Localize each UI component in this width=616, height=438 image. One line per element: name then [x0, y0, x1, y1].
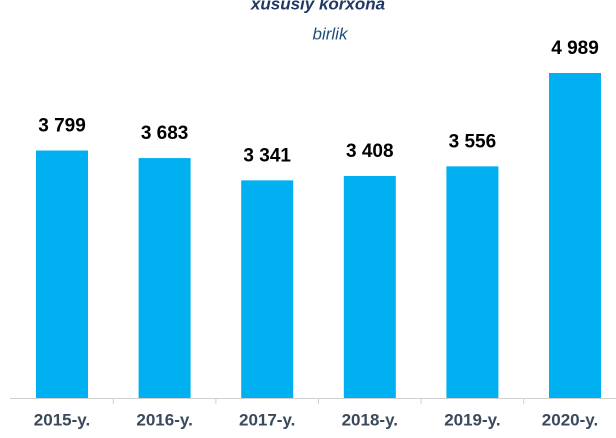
bar [549, 73, 601, 398]
chart-title: xususiy korxona [250, 0, 385, 13]
value-label: 3 408 [346, 141, 394, 162]
bar [343, 175, 396, 398]
bar [36, 150, 88, 398]
value-label: 4 989 [551, 38, 599, 59]
value-label: 3 683 [141, 123, 189, 144]
bar [446, 166, 499, 398]
value-label: 3 341 [243, 145, 291, 166]
x-tick-label: 2017-y. [239, 410, 295, 429]
bar [241, 180, 294, 398]
x-tick-label: 2020-y. [542, 410, 598, 429]
value-label: 3 556 [449, 131, 497, 152]
x-tick-label: 2016-y. [136, 410, 192, 429]
x-tick-label: 2018-y. [342, 410, 398, 429]
x-tick-label: 2019-y. [444, 410, 500, 429]
value-label: 3 799 [38, 116, 86, 137]
chart-subtitle: birlik [313, 24, 349, 43]
bar [138, 158, 191, 398]
x-tick-label: 2015-y. [34, 410, 90, 429]
